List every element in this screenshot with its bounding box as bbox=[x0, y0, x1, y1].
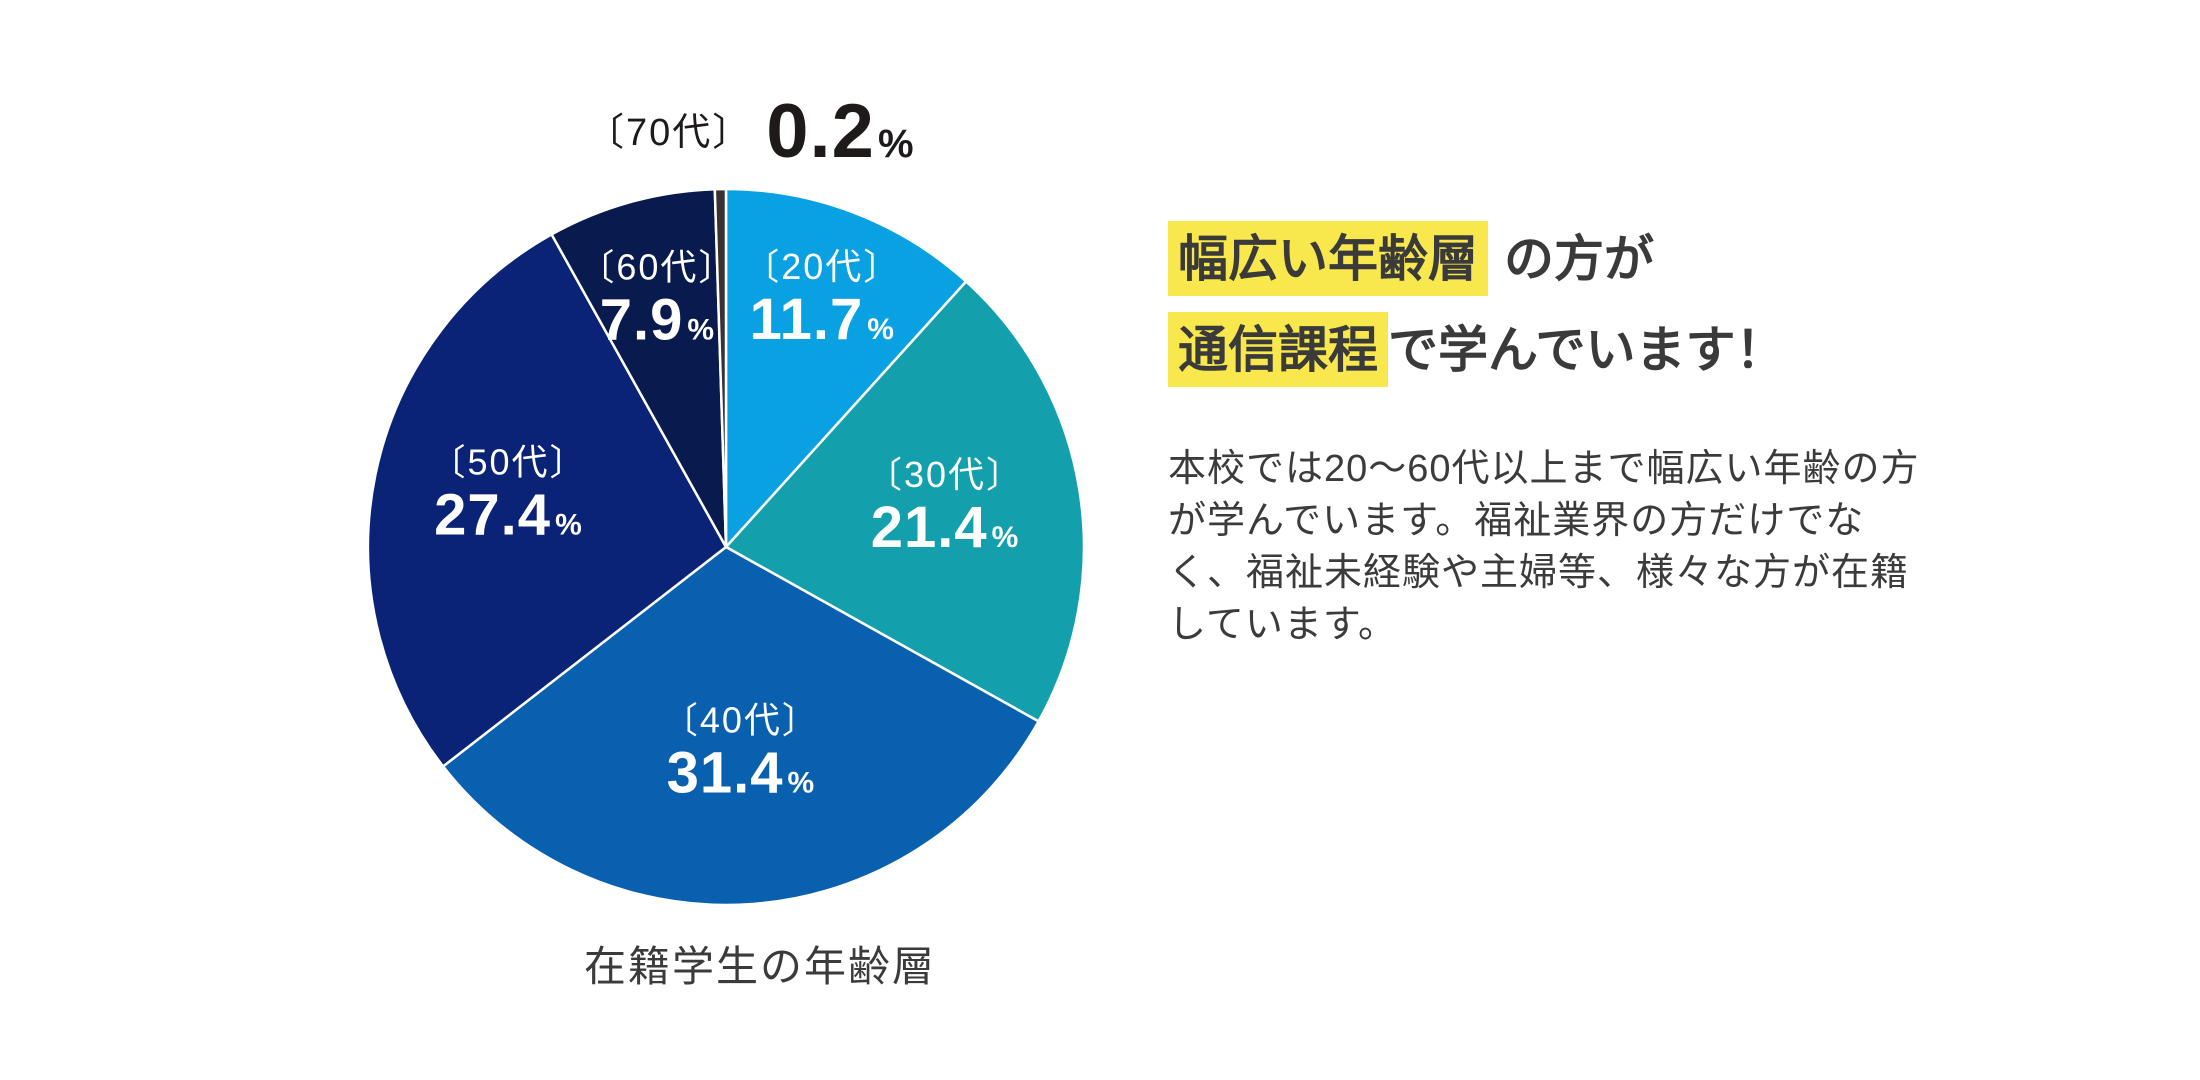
headline-rest-2: で学んでいます！ bbox=[1388, 321, 1786, 378]
headline-highlight-2: 通信課程 bbox=[1168, 312, 1388, 387]
slice-percent-sign-70s: % bbox=[877, 122, 914, 166]
pie-slice-0 bbox=[724, 187, 968, 551]
pie-slice-1 bbox=[724, 279, 1086, 724]
description-column: 幅広い年齢層 の方が 通信課程 で学んでいます！ 本校では20〜60代以上まで幅… bbox=[1168, 221, 1968, 651]
slice-name-0: 〔20代〕 bbox=[743, 246, 901, 287]
headline-line-2: 通信課程 で学んでいます！ bbox=[1168, 312, 1968, 387]
slice-name-2: 〔40代〕 bbox=[662, 699, 820, 740]
slice-value-70s: 0.2 bbox=[766, 89, 875, 174]
pie-slice-4 bbox=[549, 187, 728, 548]
slice-name-4: 〔60代〕 bbox=[578, 246, 736, 287]
slice-value-0: 11.7% bbox=[750, 287, 895, 352]
slice-label-70s: 〔70代〕 0.2 % bbox=[586, 88, 914, 174]
chart-title: 在籍学生の年齢層 bbox=[583, 943, 936, 990]
headline-highlight-1: 幅広い年齢層 bbox=[1168, 221, 1488, 296]
pie-slice-5 bbox=[713, 187, 728, 548]
headline-rest-1: の方が bbox=[1504, 230, 1654, 287]
slice-value-2: 31.4% bbox=[667, 740, 816, 805]
slice-value-1: 21.4% bbox=[871, 495, 1020, 560]
headline-line-1: 幅広い年齢層 の方が bbox=[1168, 221, 1968, 296]
pie-slice-3 bbox=[366, 232, 728, 769]
slice-name-1: 〔30代〕 bbox=[866, 454, 1024, 495]
slice-name-70s: 〔70代〕 bbox=[586, 112, 753, 154]
slice-value-3: 27.4% bbox=[434, 483, 583, 548]
body-line: く、福祉未経験や主婦等、様々な方が在籍 bbox=[1168, 552, 1910, 594]
slice-value-4: 7.9% bbox=[600, 287, 715, 352]
slice-name-3: 〔50代〕 bbox=[429, 442, 587, 483]
body-line: 本校では20〜60代以上まで幅広い年齢の方 bbox=[1168, 448, 1920, 490]
body-paragraph: 本校では20〜60代以上まで幅広い年齢の方 が学んでいます。福祉業界の方だけでな… bbox=[1168, 443, 1968, 651]
headline: 幅広い年齢層 の方が 通信課程 で学んでいます！ bbox=[1168, 221, 1968, 387]
pie-slice-2 bbox=[441, 545, 1041, 907]
body-line: が学んでいます。福祉業界の方だけでな bbox=[1168, 500, 1865, 542]
body-line: しています。 bbox=[1168, 604, 1398, 646]
